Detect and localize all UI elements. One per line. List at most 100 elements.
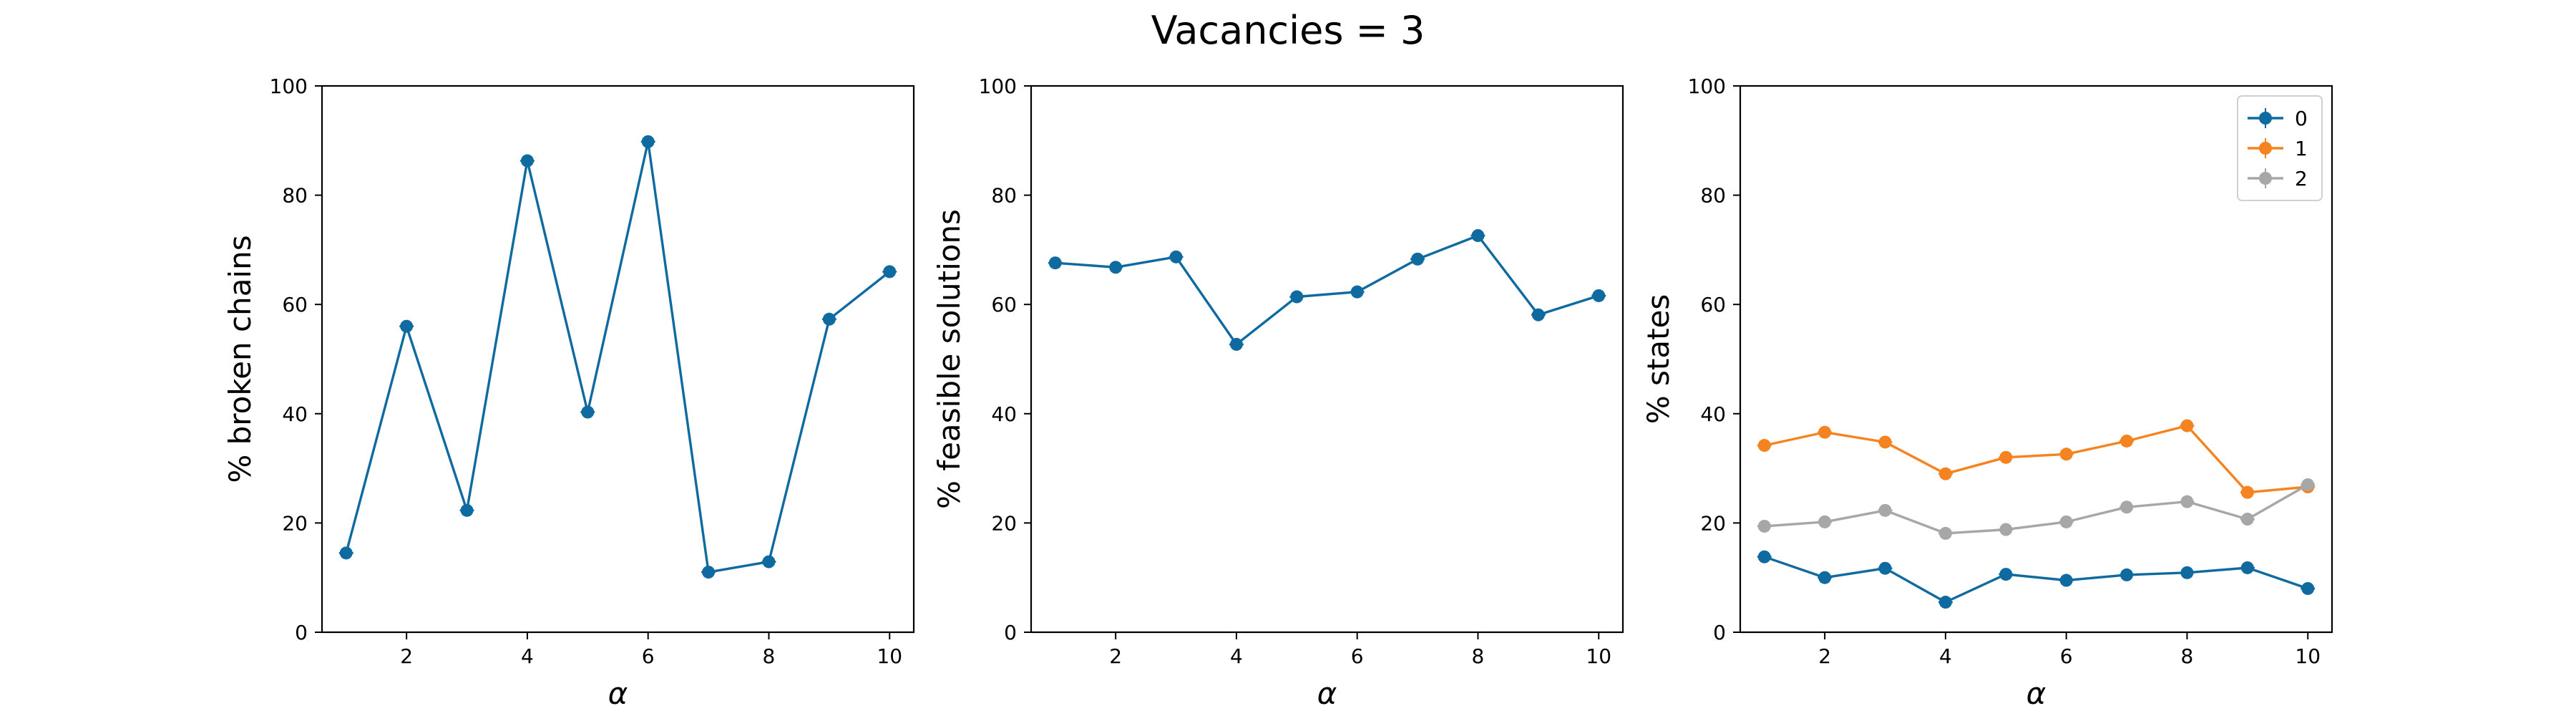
data-point: [2120, 568, 2134, 581]
data-point: [1999, 450, 2013, 464]
series-line: [1055, 234, 1599, 346]
x-axis-label: α: [608, 676, 628, 711]
x-tick-label: 8: [1472, 644, 1485, 668]
legend-entry-1: 1: [2248, 137, 2308, 160]
data-point: [2180, 419, 2194, 432]
data-point: [581, 405, 595, 419]
y-tick-label: 80: [282, 184, 308, 208]
data-point: [2301, 478, 2315, 491]
data-point: [1818, 571, 1832, 584]
data-point: [2240, 561, 2254, 574]
y-tick-label: 60: [1700, 293, 1726, 316]
data-point: [1109, 261, 1123, 274]
y-tick-label: 100: [270, 74, 308, 98]
x-tick-label: 4: [1230, 644, 1243, 668]
legend-entry-0: 0: [2248, 107, 2308, 130]
data-point: [1999, 523, 2013, 536]
axes-frame: [1739, 84, 2333, 634]
y-tick-label: 0: [1004, 621, 1017, 644]
y-axis-label: % states: [1641, 294, 1676, 425]
y-tick-label: 0: [1713, 621, 1726, 644]
legend-label: 0: [2295, 107, 2308, 130]
data-point: [2120, 500, 2134, 514]
data-point: [339, 546, 353, 560]
data-point: [1938, 526, 1952, 540]
series-line: [345, 140, 891, 574]
series-line: [1764, 483, 2309, 535]
legend-entry-2: 2: [2248, 167, 2308, 190]
data-point: [2301, 581, 2315, 595]
series-1: [1048, 229, 1606, 351]
data-point: [1411, 252, 1425, 266]
data-point: [2180, 495, 2194, 508]
data-point: [762, 555, 776, 569]
data-point: [1818, 425, 1832, 439]
x-tick-label: 6: [642, 644, 655, 668]
legend: 0 1 2: [2237, 95, 2323, 201]
data-point: [1878, 435, 1892, 449]
data-point: [460, 503, 474, 517]
y-tick-label: 40: [282, 402, 308, 426]
x-tick-label: 4: [1939, 644, 1952, 668]
data-point: [1531, 308, 1545, 321]
y-tick-label: 60: [991, 293, 1017, 316]
y-tick-label: 100: [1688, 74, 1726, 98]
x-axis-label: α: [2026, 676, 2046, 711]
x-tick-label: 8: [763, 644, 776, 668]
x-tick-label: 2: [1818, 644, 1831, 668]
data-point: [1999, 568, 2013, 581]
y-axis-label: % feasible solutions: [932, 209, 967, 509]
legend-marker: [2259, 142, 2272, 155]
x-tick-label: 8: [2181, 644, 2194, 668]
data-point: [641, 135, 655, 148]
data-point: [1878, 503, 1892, 517]
data-point: [2120, 434, 2134, 448]
y-tick-label: 20: [1700, 511, 1726, 535]
series-line: [1764, 556, 2308, 604]
series-line: [1764, 424, 2308, 494]
axes-frame: [321, 84, 915, 634]
data-point: [1592, 289, 1606, 302]
data-point: [1938, 467, 1952, 480]
series-1: [1757, 419, 2316, 499]
x-tick-label: 2: [400, 644, 413, 668]
axes-frame: [1030, 84, 1624, 634]
series-0: [1757, 550, 2316, 609]
data-point: [2059, 448, 2073, 461]
x-axis-label: α: [1317, 676, 1337, 711]
series-2: [1757, 478, 2316, 540]
legend-label: 2: [2295, 167, 2308, 190]
y-tick-label: 60: [282, 293, 308, 316]
data-point: [2240, 485, 2254, 499]
y-tick-label: 20: [991, 511, 1017, 535]
y-tick-label: 100: [979, 74, 1017, 98]
data-point: [1757, 519, 1771, 533]
y-tick-label: 40: [1700, 402, 1726, 426]
data-point: [2059, 574, 2073, 587]
data-point: [1757, 550, 1771, 563]
legend-marker: [2259, 112, 2272, 125]
data-point: [1048, 256, 1062, 270]
y-tick-label: 20: [282, 511, 308, 535]
data-point: [2240, 513, 2254, 526]
data-point: [702, 566, 716, 579]
x-tick-label: 10: [2295, 644, 2321, 668]
x-tick-label: 2: [1109, 644, 1122, 668]
x-tick-label: 6: [2060, 644, 2073, 668]
x-tick-label: 10: [877, 644, 902, 668]
data-point: [1229, 337, 1243, 351]
y-tick-label: 0: [295, 621, 308, 644]
data-point: [1290, 290, 1304, 304]
figure-title: Vacancies = 3: [1151, 8, 1425, 53]
x-tick-label: 10: [1586, 644, 1611, 668]
data-point: [2059, 515, 2073, 528]
series-1: [338, 135, 897, 579]
data-point: [2180, 566, 2194, 579]
data-point: [520, 154, 534, 168]
data-point: [1169, 250, 1183, 263]
data-point: [1938, 596, 1952, 609]
data-point: [1878, 561, 1892, 575]
